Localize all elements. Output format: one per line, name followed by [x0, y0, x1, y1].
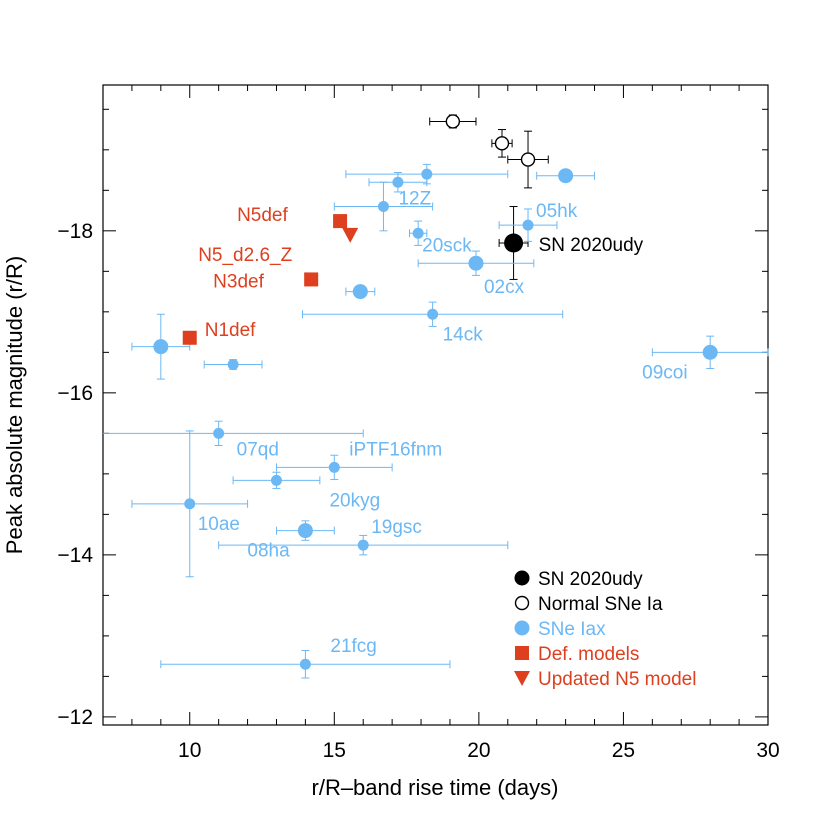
legend-marker [514, 671, 530, 686]
point-label: 19gsc [371, 517, 422, 538]
x-tick-label: 15 [323, 739, 346, 762]
series-updated-n5-model [342, 227, 359, 243]
data-point [522, 219, 534, 231]
series-sn-2020udy [498, 206, 529, 280]
data-point [558, 168, 574, 184]
point-label: 20kyg [329, 490, 380, 511]
point-label: N5def [237, 205, 288, 226]
legend-label: Updated N5 model [538, 669, 696, 690]
data-point [357, 539, 369, 551]
data-point [377, 201, 389, 213]
data-point [342, 227, 359, 243]
point-label: 09coi [642, 362, 687, 383]
data-point [333, 214, 348, 229]
series-sne-iax [103, 163, 769, 679]
data-point [297, 523, 313, 539]
point-label: 05hk [536, 201, 578, 222]
legend-marker [514, 595, 530, 611]
point-label: 07qd [237, 439, 279, 460]
legend-label: Def. models [538, 644, 639, 665]
legend-label: SN 2020udy [538, 569, 643, 590]
x-axis-title: r/R–band rise time (days) [312, 775, 559, 800]
point-label: N1def [205, 320, 256, 341]
y-tick-label: −12 [57, 706, 93, 729]
x-tick-label: 20 [467, 739, 490, 762]
point-label: 14ck [443, 324, 484, 345]
point-label: N5_d2.6_Z [198, 245, 292, 266]
legend-marker [514, 570, 530, 586]
data-point [494, 136, 510, 151]
data-point [412, 227, 424, 239]
data-point [227, 358, 239, 370]
legend-label: Normal SNe Ia [538, 594, 663, 615]
point-label: N3def [213, 271, 264, 292]
data-point [421, 168, 433, 180]
point-label: iPTF16fnm [349, 439, 442, 460]
data-point [702, 344, 718, 360]
x-tick-label: 30 [756, 739, 779, 762]
data-point [270, 474, 282, 486]
axis-tick-labels: 10 15 20 25 30 −12 −14 −16 −18 [57, 220, 779, 762]
data-point [328, 461, 340, 473]
point-label: 12Z [398, 189, 431, 210]
data-point [504, 233, 524, 253]
data-point [445, 114, 461, 129]
data-point [352, 284, 368, 300]
x-tick-label: 10 [178, 739, 201, 762]
axis-ticks [103, 85, 769, 725]
point-labels: SN 2020udy 12Z 05hk 20sck 02cx 14ck 09coi 07qd i… [198, 189, 688, 658]
point-label: 21fcg [330, 636, 376, 657]
data-point [520, 152, 536, 167]
legend: SN 2020udy Normal SNe Ia SNe Iax Def. model… [514, 569, 696, 690]
point-label: 08ha [247, 541, 290, 562]
data-point [304, 272, 319, 287]
legend-label: SNe Iax [538, 619, 606, 640]
data-point [468, 255, 484, 271]
y-tick-label: −18 [57, 220, 93, 243]
data-point [182, 330, 197, 345]
point-label: 20sck [422, 235, 472, 256]
data-point [392, 176, 404, 188]
plot-frame [102, 84, 769, 726]
x-tick-label: 25 [612, 739, 635, 762]
data-point [153, 339, 169, 355]
data-point [184, 498, 196, 510]
series-normal-sne-ia [429, 114, 549, 189]
data-series [103, 114, 769, 679]
legend-marker [514, 620, 530, 636]
series-def-models [182, 214, 348, 345]
data-point [427, 308, 439, 320]
data-point [299, 658, 311, 670]
point-label: 10ae [198, 514, 240, 535]
legend-marker [515, 646, 529, 660]
y-axis-title: Peak absolute magnitude (r/R) [2, 256, 27, 554]
point-label: 02cx [484, 277, 525, 298]
data-point [213, 427, 225, 439]
y-tick-label: −14 [57, 544, 93, 567]
y-tick-label: −16 [57, 382, 93, 405]
point-label: SN 2020udy [539, 235, 644, 256]
